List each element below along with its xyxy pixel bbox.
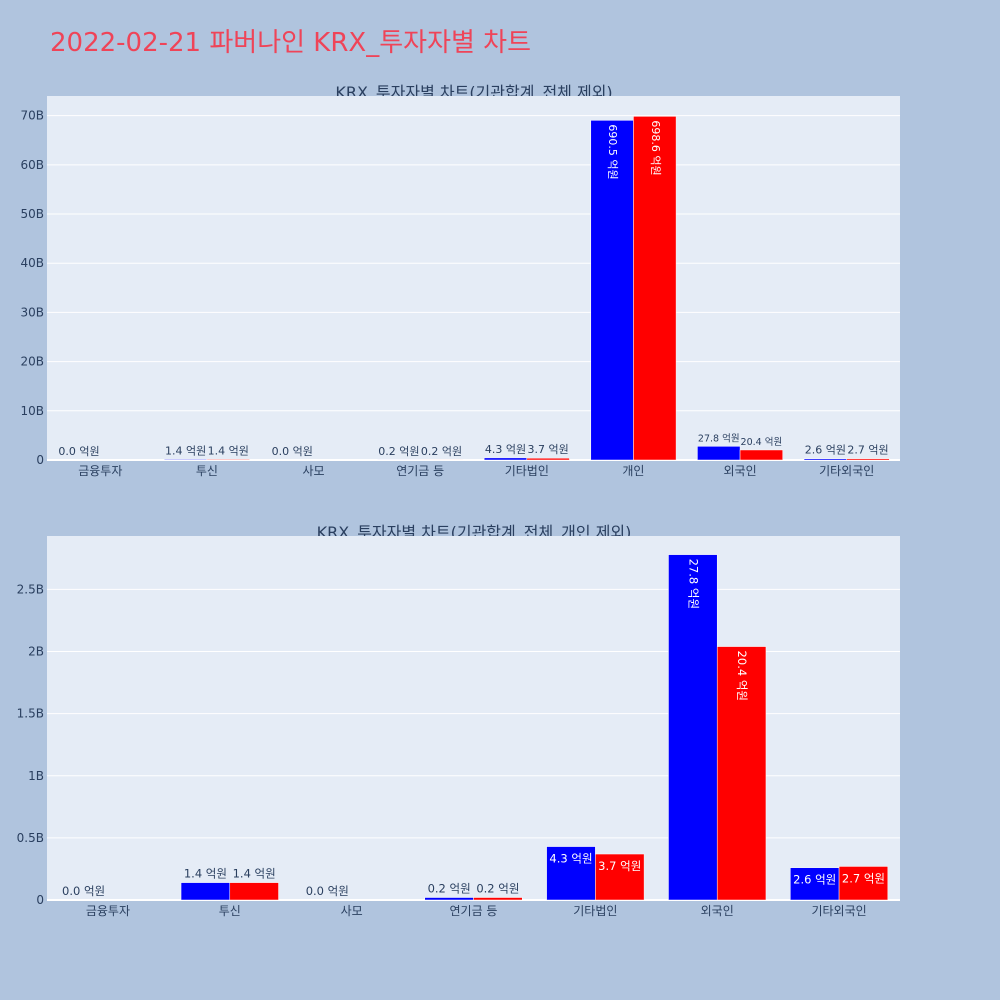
bar: [526, 457, 570, 461]
bar: [739, 449, 783, 461]
bar-label: 27.8 억원: [686, 559, 700, 609]
x-tick-label: 연기금 등: [396, 464, 444, 478]
y-tick-label: 1B: [28, 769, 44, 783]
x-tick-label: 기타법인: [573, 904, 617, 918]
bar: [424, 897, 474, 901]
y-tick-label: 2.5B: [17, 582, 44, 596]
x-tick-label: 기타외국인: [811, 904, 866, 918]
bar-label: 3.7 억원: [528, 443, 569, 456]
bar: [229, 882, 279, 901]
bar-label: 1.4 억원: [165, 444, 206, 457]
bar-label: 698.6 억원: [649, 120, 662, 175]
page-title: 2022-02-21 파버나인 KRX_투자자별 차트: [50, 28, 532, 58]
bar: [633, 116, 677, 461]
x-tick-label: 투신: [219, 904, 241, 918]
bar-label: 0.0 억원: [62, 884, 105, 898]
y-tick-label: 0.5B: [17, 831, 44, 845]
bar: [846, 458, 890, 461]
bar: [716, 646, 767, 901]
x-tick-label: 금융투자: [78, 464, 122, 478]
bar-label: 0.2 억원: [421, 445, 462, 458]
plot-area: [47, 96, 900, 460]
bar-label: 2.6 억원: [793, 873, 836, 887]
bar-label: 690.5 억원: [606, 124, 619, 179]
bar-label: 2.7 억원: [847, 444, 888, 457]
bar: [206, 459, 250, 461]
bar: [473, 897, 523, 901]
x-tick-label: 투신: [196, 464, 218, 478]
bar-label: 20.4 억원: [741, 436, 783, 448]
bar-label: 0.2 억원: [378, 445, 419, 458]
y-tick-label: 0: [36, 453, 44, 467]
x-tick-label: 기타외국인: [819, 464, 874, 478]
bar: [180, 882, 231, 901]
y-tick-label: 10B: [20, 404, 44, 418]
plot-area: [47, 536, 900, 900]
x-tick-label: 사모: [303, 464, 325, 478]
bar-label: 0.0 억원: [58, 445, 99, 458]
y-tick-label: 70B: [20, 109, 44, 123]
bar: [546, 846, 596, 901]
bar-label: 4.3 억원: [485, 443, 526, 456]
bar-label: 20.4 억원: [735, 651, 749, 701]
bar-label: 0.0 억원: [272, 445, 313, 458]
x-tick-label: 금융투자: [86, 904, 130, 918]
bar-label: 0.2 억원: [428, 882, 471, 896]
x-tick-label: 외국인: [724, 464, 757, 478]
bar-label: 4.3 억원: [549, 852, 592, 866]
bar-label: 1.4 억원: [233, 867, 276, 881]
x-tick-label: 외국인: [701, 904, 734, 918]
bar-label: 0.0 억원: [306, 884, 349, 898]
x-tick-label: 개인: [622, 464, 644, 478]
y-tick-label: 20B: [20, 355, 44, 369]
bar-label: 27.8 억원: [698, 432, 740, 444]
y-tick-label: 0: [36, 893, 44, 907]
bar-label: 2.6 억원: [805, 444, 846, 457]
bar: [838, 866, 889, 901]
y-tick-label: 40B: [20, 256, 44, 270]
bar-label: 1.4 억원: [184, 867, 227, 881]
bar-label: 2.7 억원: [842, 871, 885, 885]
y-tick-label: 50B: [20, 207, 44, 221]
bar-label: 3.7 억원: [598, 859, 641, 873]
bar: [668, 554, 718, 901]
x-tick-label: 연기금 등: [450, 904, 498, 918]
bar-label: 0.2 억원: [476, 882, 519, 896]
bar: [595, 853, 645, 901]
x-tick-label: 기타법인: [505, 464, 549, 478]
x-tick-label: 사모: [341, 904, 363, 918]
y-tick-label: 1.5B: [17, 707, 44, 721]
y-tick-label: 2B: [28, 645, 44, 659]
y-tick-label: 30B: [20, 305, 44, 319]
y-tick-label: 60B: [20, 158, 44, 172]
bar: [590, 120, 634, 461]
bar-label: 1.4 억원: [208, 444, 249, 457]
